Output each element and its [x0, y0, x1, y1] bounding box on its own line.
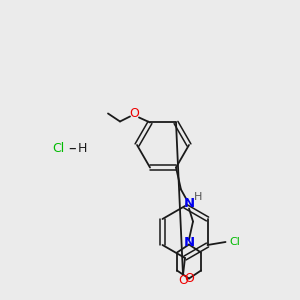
Text: N: N — [183, 197, 195, 210]
Text: Cl: Cl — [52, 142, 64, 154]
Text: O: O — [129, 107, 139, 120]
Text: O: O — [184, 272, 194, 285]
Text: –: – — [68, 140, 76, 155]
Text: O: O — [178, 274, 188, 286]
Text: H: H — [77, 142, 87, 154]
Text: H: H — [194, 191, 202, 202]
Text: Cl: Cl — [230, 237, 240, 247]
Text: N: N — [183, 236, 195, 249]
